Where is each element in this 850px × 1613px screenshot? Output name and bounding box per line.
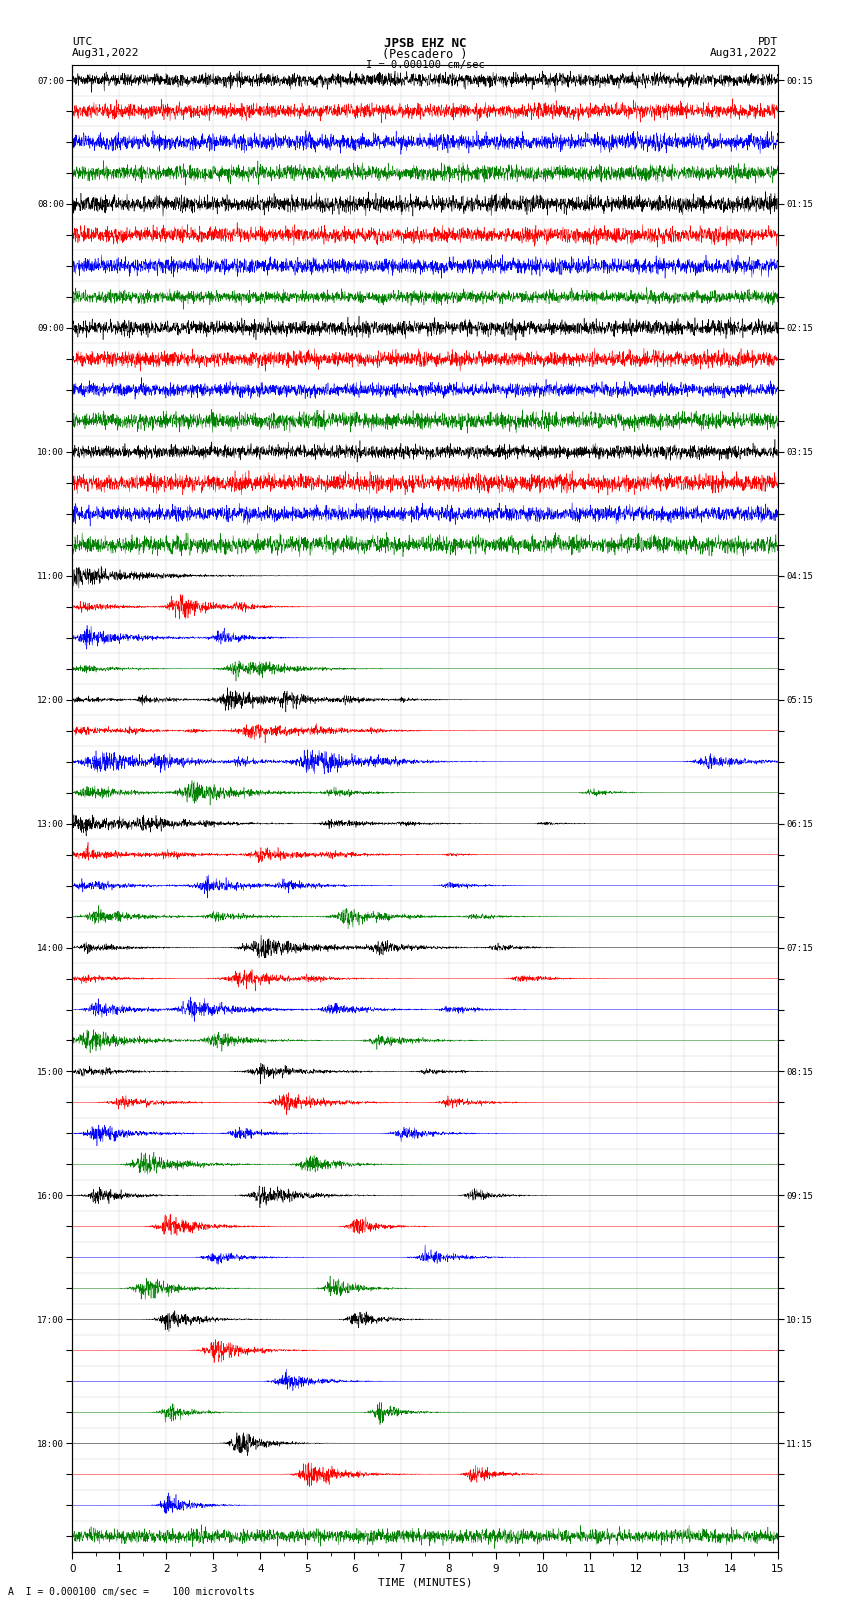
Text: I = 0.000100 cm/sec: I = 0.000100 cm/sec: [366, 60, 484, 69]
Text: JPSB EHZ NC: JPSB EHZ NC: [383, 37, 467, 50]
Text: UTC: UTC: [72, 37, 93, 47]
Text: PDT: PDT: [757, 37, 778, 47]
Text: (Pescadero ): (Pescadero ): [382, 48, 468, 61]
Text: A  I = 0.000100 cm/sec =    100 microvolts: A I = 0.000100 cm/sec = 100 microvolts: [8, 1587, 255, 1597]
Text: Aug31,2022: Aug31,2022: [711, 48, 778, 58]
Text: Aug31,2022: Aug31,2022: [72, 48, 139, 58]
X-axis label: TIME (MINUTES): TIME (MINUTES): [377, 1578, 473, 1587]
